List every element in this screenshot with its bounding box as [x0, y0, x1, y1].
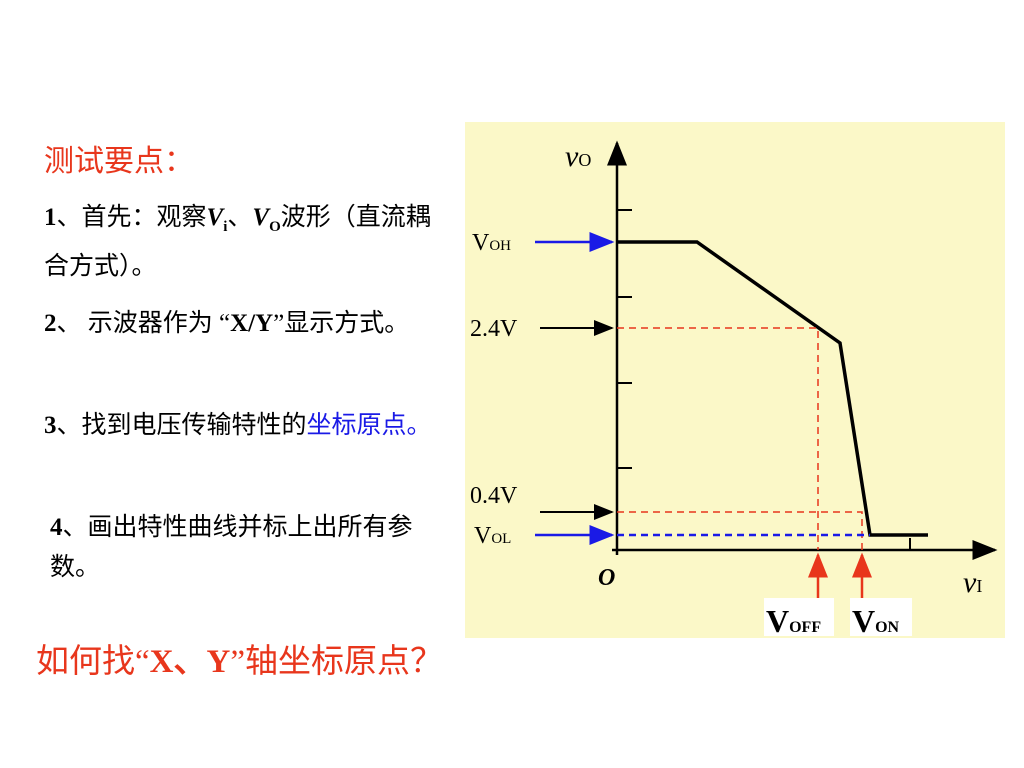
diagram-background	[465, 122, 1005, 638]
step: 1、首先：观察Vi、VO波形（直流耦合方式）。	[44, 198, 440, 287]
step-text: 、画出特性曲线并标上出所有参数。	[50, 514, 413, 581]
step-text: 、 示波器作为 “	[56, 310, 231, 337]
transfer-diagram: vO vI O VOH 2.4V 0.4V VOL VOFF VON	[465, 122, 1005, 638]
step-text: ”显示方式。	[273, 310, 410, 337]
subscript: O	[578, 150, 591, 170]
step-text: 、首先：观察	[56, 204, 207, 231]
label-box	[850, 598, 912, 636]
subscript: O	[269, 219, 281, 235]
subscript: OFF	[789, 619, 821, 636]
level-label: VOH	[472, 230, 511, 256]
heading: 测试要点：	[44, 145, 194, 178]
label-box	[764, 598, 834, 636]
dashed-guide	[617, 511, 863, 550]
step: 3、找到电压传输特性的坐标原点。	[44, 406, 440, 446]
origin-label: O	[598, 565, 615, 591]
dashed-guide	[617, 327, 819, 550]
step-number: 1	[44, 204, 57, 231]
threshold-label: VOFF	[766, 603, 821, 638]
question-text: X、Y	[149, 644, 231, 680]
subscript: OH	[489, 238, 511, 254]
axis-symbol: v	[565, 140, 579, 173]
question: 如何找“X、Y”轴坐标原点？	[36, 634, 443, 682]
axis-label: vO	[565, 140, 591, 173]
symbol: V	[206, 204, 224, 231]
symbol: V	[472, 230, 490, 256]
symbol: V	[852, 603, 875, 638]
step-text: 波形（直流耦合方式）。	[44, 204, 431, 280]
level-label: 0.4V	[470, 483, 518, 509]
subscript: OL	[491, 531, 511, 547]
step: 4、画出特性曲线并标上出所有参数。	[44, 508, 440, 588]
step-text: X/Y	[230, 310, 274, 337]
subscript: ON	[875, 619, 899, 636]
symbol: V	[252, 204, 270, 231]
step-number: 4	[50, 514, 63, 541]
level-label: VOL	[474, 523, 511, 549]
axis-symbol: v	[963, 566, 977, 599]
level-label: 2.4V	[470, 316, 518, 342]
threshold-label: VON	[852, 603, 900, 638]
symbol: V	[766, 603, 789, 638]
step-number: 2	[44, 310, 57, 337]
axis-label: vI	[963, 566, 982, 599]
step-number: 3	[44, 412, 57, 439]
step-text: 、	[227, 204, 253, 231]
transfer-curve	[617, 240, 928, 537]
step-text: 、找到电压传输特性的	[56, 412, 307, 439]
subscript: I	[976, 576, 982, 596]
highlight-text: 坐标原点。	[306, 412, 432, 439]
question-text: ”轴坐标原点？	[230, 644, 443, 680]
question-text: 如何找“	[36, 644, 150, 680]
subscript: i	[223, 219, 228, 235]
symbol: V	[474, 523, 492, 549]
step: 2、 示波器作为 “X/Y”显示方式。	[44, 304, 440, 344]
